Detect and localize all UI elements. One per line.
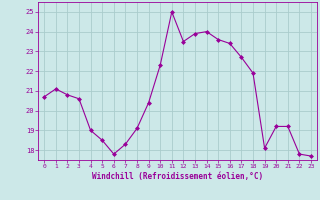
X-axis label: Windchill (Refroidissement éolien,°C): Windchill (Refroidissement éolien,°C): [92, 172, 263, 181]
